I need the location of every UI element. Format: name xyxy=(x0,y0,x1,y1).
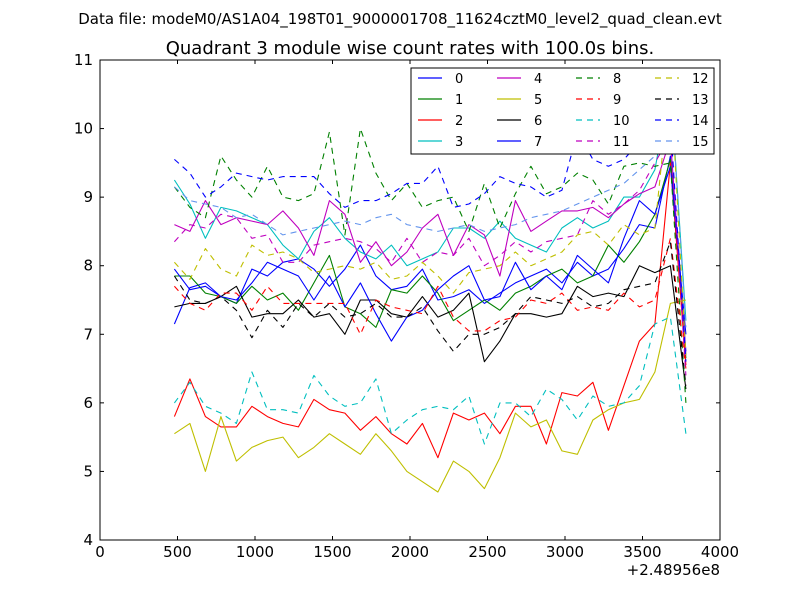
series-line-11 xyxy=(173,134,687,376)
y-tick-label: 10 xyxy=(74,120,93,138)
y-tick-label: 7 xyxy=(83,325,93,343)
x-tick-label: 1500 xyxy=(313,543,351,561)
series-line-4 xyxy=(174,138,687,355)
legend-entry-3: 3 xyxy=(418,135,463,150)
legend-label: 6 xyxy=(534,114,542,129)
series-line-1 xyxy=(174,158,687,359)
legend-box xyxy=(410,67,715,155)
x-tick-label: 2500 xyxy=(468,543,506,561)
legend-label: 10 xyxy=(613,114,630,129)
x-tick-label: 2000 xyxy=(391,543,429,561)
series-line-10 xyxy=(173,316,687,445)
legend-label: 3 xyxy=(455,135,463,150)
y-tick-label: 4 xyxy=(83,531,93,549)
data-file-suptitle: Data file: modeM0/AS1A04_198T01_90000017… xyxy=(78,10,722,29)
series-layer xyxy=(173,76,687,493)
series-line-8 xyxy=(173,128,687,403)
legend-entry-5: 5 xyxy=(497,93,542,108)
series-line-3 xyxy=(173,83,687,321)
y-tick-label: 9 xyxy=(83,188,93,206)
legend-entry-2: 2 xyxy=(418,114,463,129)
legend-entry-15: 15 xyxy=(655,135,709,150)
legend-entry-6: 6 xyxy=(497,114,542,129)
x-offset-label: +2.48956e8 xyxy=(627,561,720,579)
series-line-2 xyxy=(173,162,687,459)
x-tick-label: 0 xyxy=(95,543,105,561)
legend-label: 2 xyxy=(455,114,463,129)
x-tick-label: 1000 xyxy=(236,543,274,561)
legend-entry-7: 7 xyxy=(497,135,542,150)
series-line-0 xyxy=(173,155,687,352)
legend-entry-12: 12 xyxy=(655,72,709,87)
legend-entry-14: 14 xyxy=(655,114,709,129)
legend-entry-4: 4 xyxy=(497,72,542,87)
legend-label: 4 xyxy=(534,72,542,87)
series-line-15 xyxy=(174,80,687,328)
chart-title: Quadrant 3 module wise count rates with … xyxy=(166,38,655,59)
legend-entry-1: 1 xyxy=(418,93,463,108)
y-tick-label: 5 xyxy=(83,462,93,480)
series-line-12 xyxy=(173,76,687,355)
legend-entry-10: 10 xyxy=(576,114,630,129)
legend-label: 12 xyxy=(692,72,709,87)
axes-layer: 0 500 1000 1500 2000 2500 3000 3500 400045678910… xyxy=(74,51,739,561)
legend-entry-11: 11 xyxy=(576,135,630,150)
legend-entry-13: 13 xyxy=(655,93,709,108)
x-tick-label: 4000 xyxy=(701,543,739,561)
legend-label: 14 xyxy=(692,114,709,129)
series-line-6 xyxy=(174,265,687,390)
legend-label: 13 xyxy=(692,93,709,108)
legend-label: 8 xyxy=(613,72,621,87)
series-line-9 xyxy=(173,237,687,369)
legend-label: 5 xyxy=(534,93,542,108)
series-line-5 xyxy=(174,299,687,493)
legend-label: 1 xyxy=(455,93,463,108)
legend-entry-0: 0 xyxy=(418,72,463,87)
legend-entry-8: 8 xyxy=(576,72,621,87)
legend-label: 11 xyxy=(613,135,630,150)
x-tick-label: 3500 xyxy=(623,543,661,561)
series-line-14 xyxy=(174,121,687,362)
y-tick-label: 6 xyxy=(83,394,93,412)
y-tick-label: 8 xyxy=(83,257,93,275)
x-tick-label: 3000 xyxy=(546,543,584,561)
x-tick-label: 500 xyxy=(163,543,192,561)
plot-frame xyxy=(99,59,721,541)
legend-label: 15 xyxy=(692,135,709,150)
series-line-13 xyxy=(173,241,687,386)
y-tick-label: 11 xyxy=(74,51,93,69)
legend-label: 9 xyxy=(613,93,621,108)
legend-label: 7 xyxy=(534,135,542,150)
legend-label: 0 xyxy=(455,72,463,87)
legend-entry-9: 9 xyxy=(576,93,621,108)
